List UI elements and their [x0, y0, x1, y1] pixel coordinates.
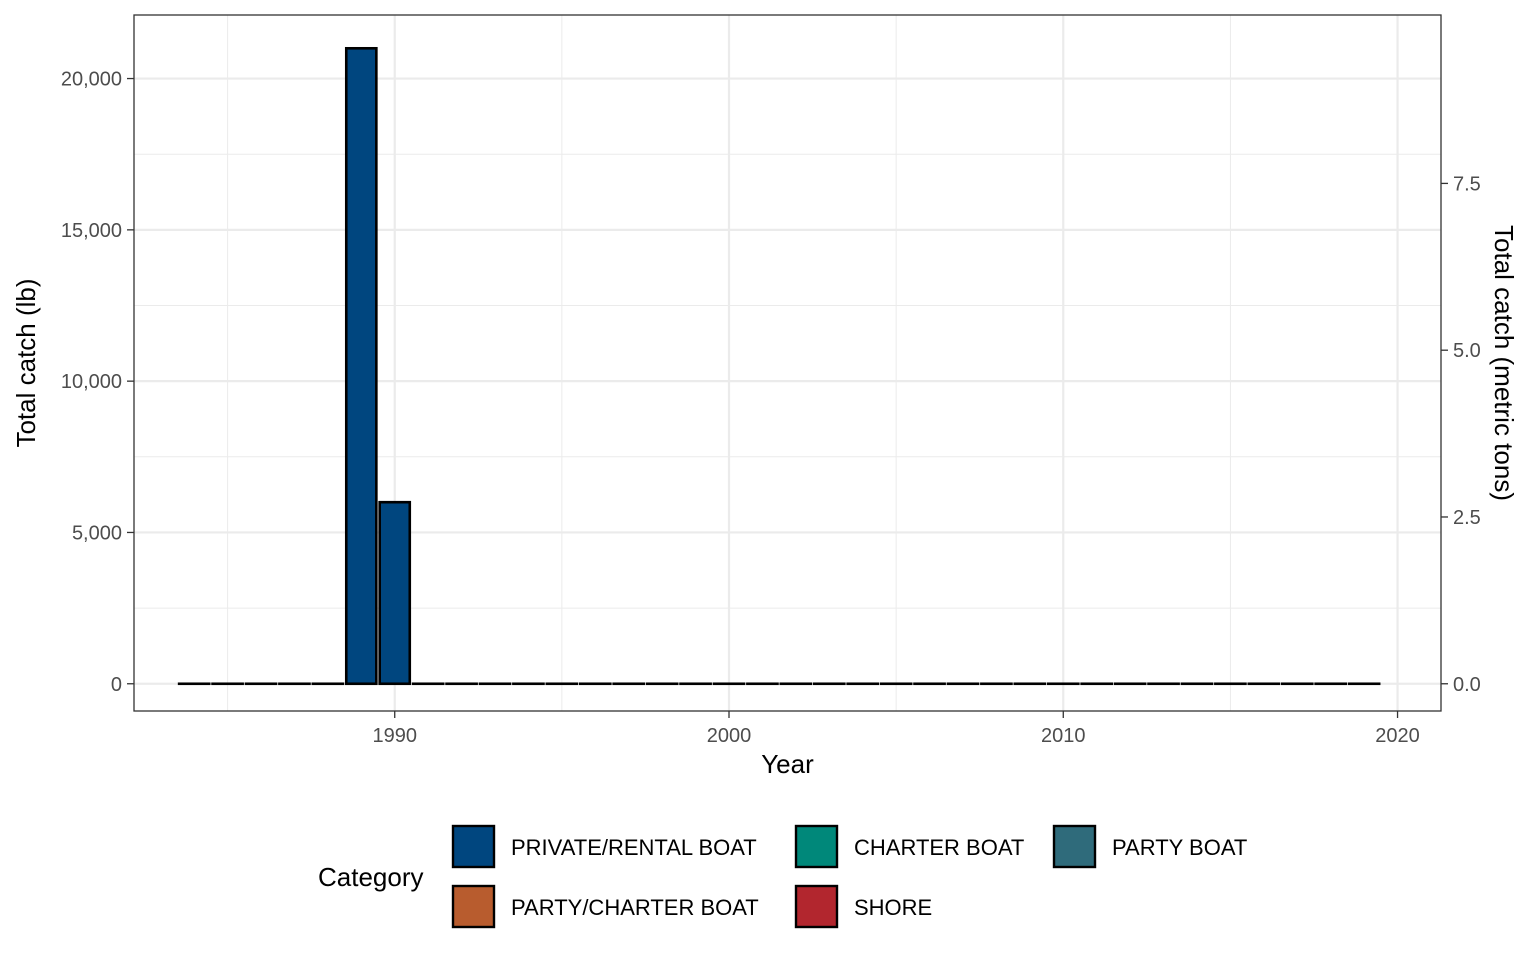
legend-key-3 — [451, 884, 496, 929]
y-tick-label: 10,000 — [61, 371, 122, 393]
x-tick-label: 2020 — [1375, 725, 1420, 747]
y-tick-label: 15,000 — [61, 220, 122, 242]
panel-border — [133, 14, 1442, 712]
axis-layer: 1990 2000 2010 2020 0 5,000 10,000 15,000 20,000… — [61, 69, 1481, 747]
legend-title: Category — [318, 862, 424, 892]
panel-background — [134, 15, 1441, 711]
legend-label: PARTY/CHARTER BOAT — [511, 895, 759, 920]
legend-key-1 — [794, 824, 839, 869]
legend-key-0 — [451, 824, 496, 869]
y2-axis-title: Total catch (metric tons) — [1489, 225, 1519, 501]
legend-label: PRIVATE/RENTAL BOAT — [511, 835, 757, 860]
legend-key-2 — [1052, 824, 1097, 869]
y-tick-label: 20,000 — [61, 69, 122, 91]
x-tick-label: 2010 — [1041, 725, 1086, 747]
bar-layer — [177, 46, 1381, 686]
legend-key-4 — [794, 884, 839, 929]
bar-1990 — [378, 500, 412, 686]
x-tick-label: 1990 — [372, 725, 417, 747]
y-tick-label: 5,000 — [72, 522, 122, 544]
legend-label: SHORE — [854, 895, 932, 920]
legend: Category PRIVATE/RENTAL BOAT CHARTER BOAT… — [318, 824, 1247, 929]
y2-tick-label: 0.0 — [1453, 674, 1481, 696]
y2-tick-label: 5.0 — [1453, 340, 1481, 362]
legend-label: PARTY BOAT — [1112, 835, 1247, 860]
grid-layer — [134, 15, 1441, 711]
bar-1989 — [344, 46, 378, 686]
legend-label: CHARTER BOAT — [854, 835, 1024, 860]
y-axis-title: Total catch (lb) — [11, 278, 41, 447]
y2-tick-label: 2.5 — [1453, 507, 1481, 529]
x-axis-title: Year — [761, 749, 814, 779]
y2-tick-label: 7.5 — [1453, 173, 1481, 195]
y-tick-label: 0 — [111, 674, 122, 696]
x-tick-label: 2000 — [707, 725, 752, 747]
